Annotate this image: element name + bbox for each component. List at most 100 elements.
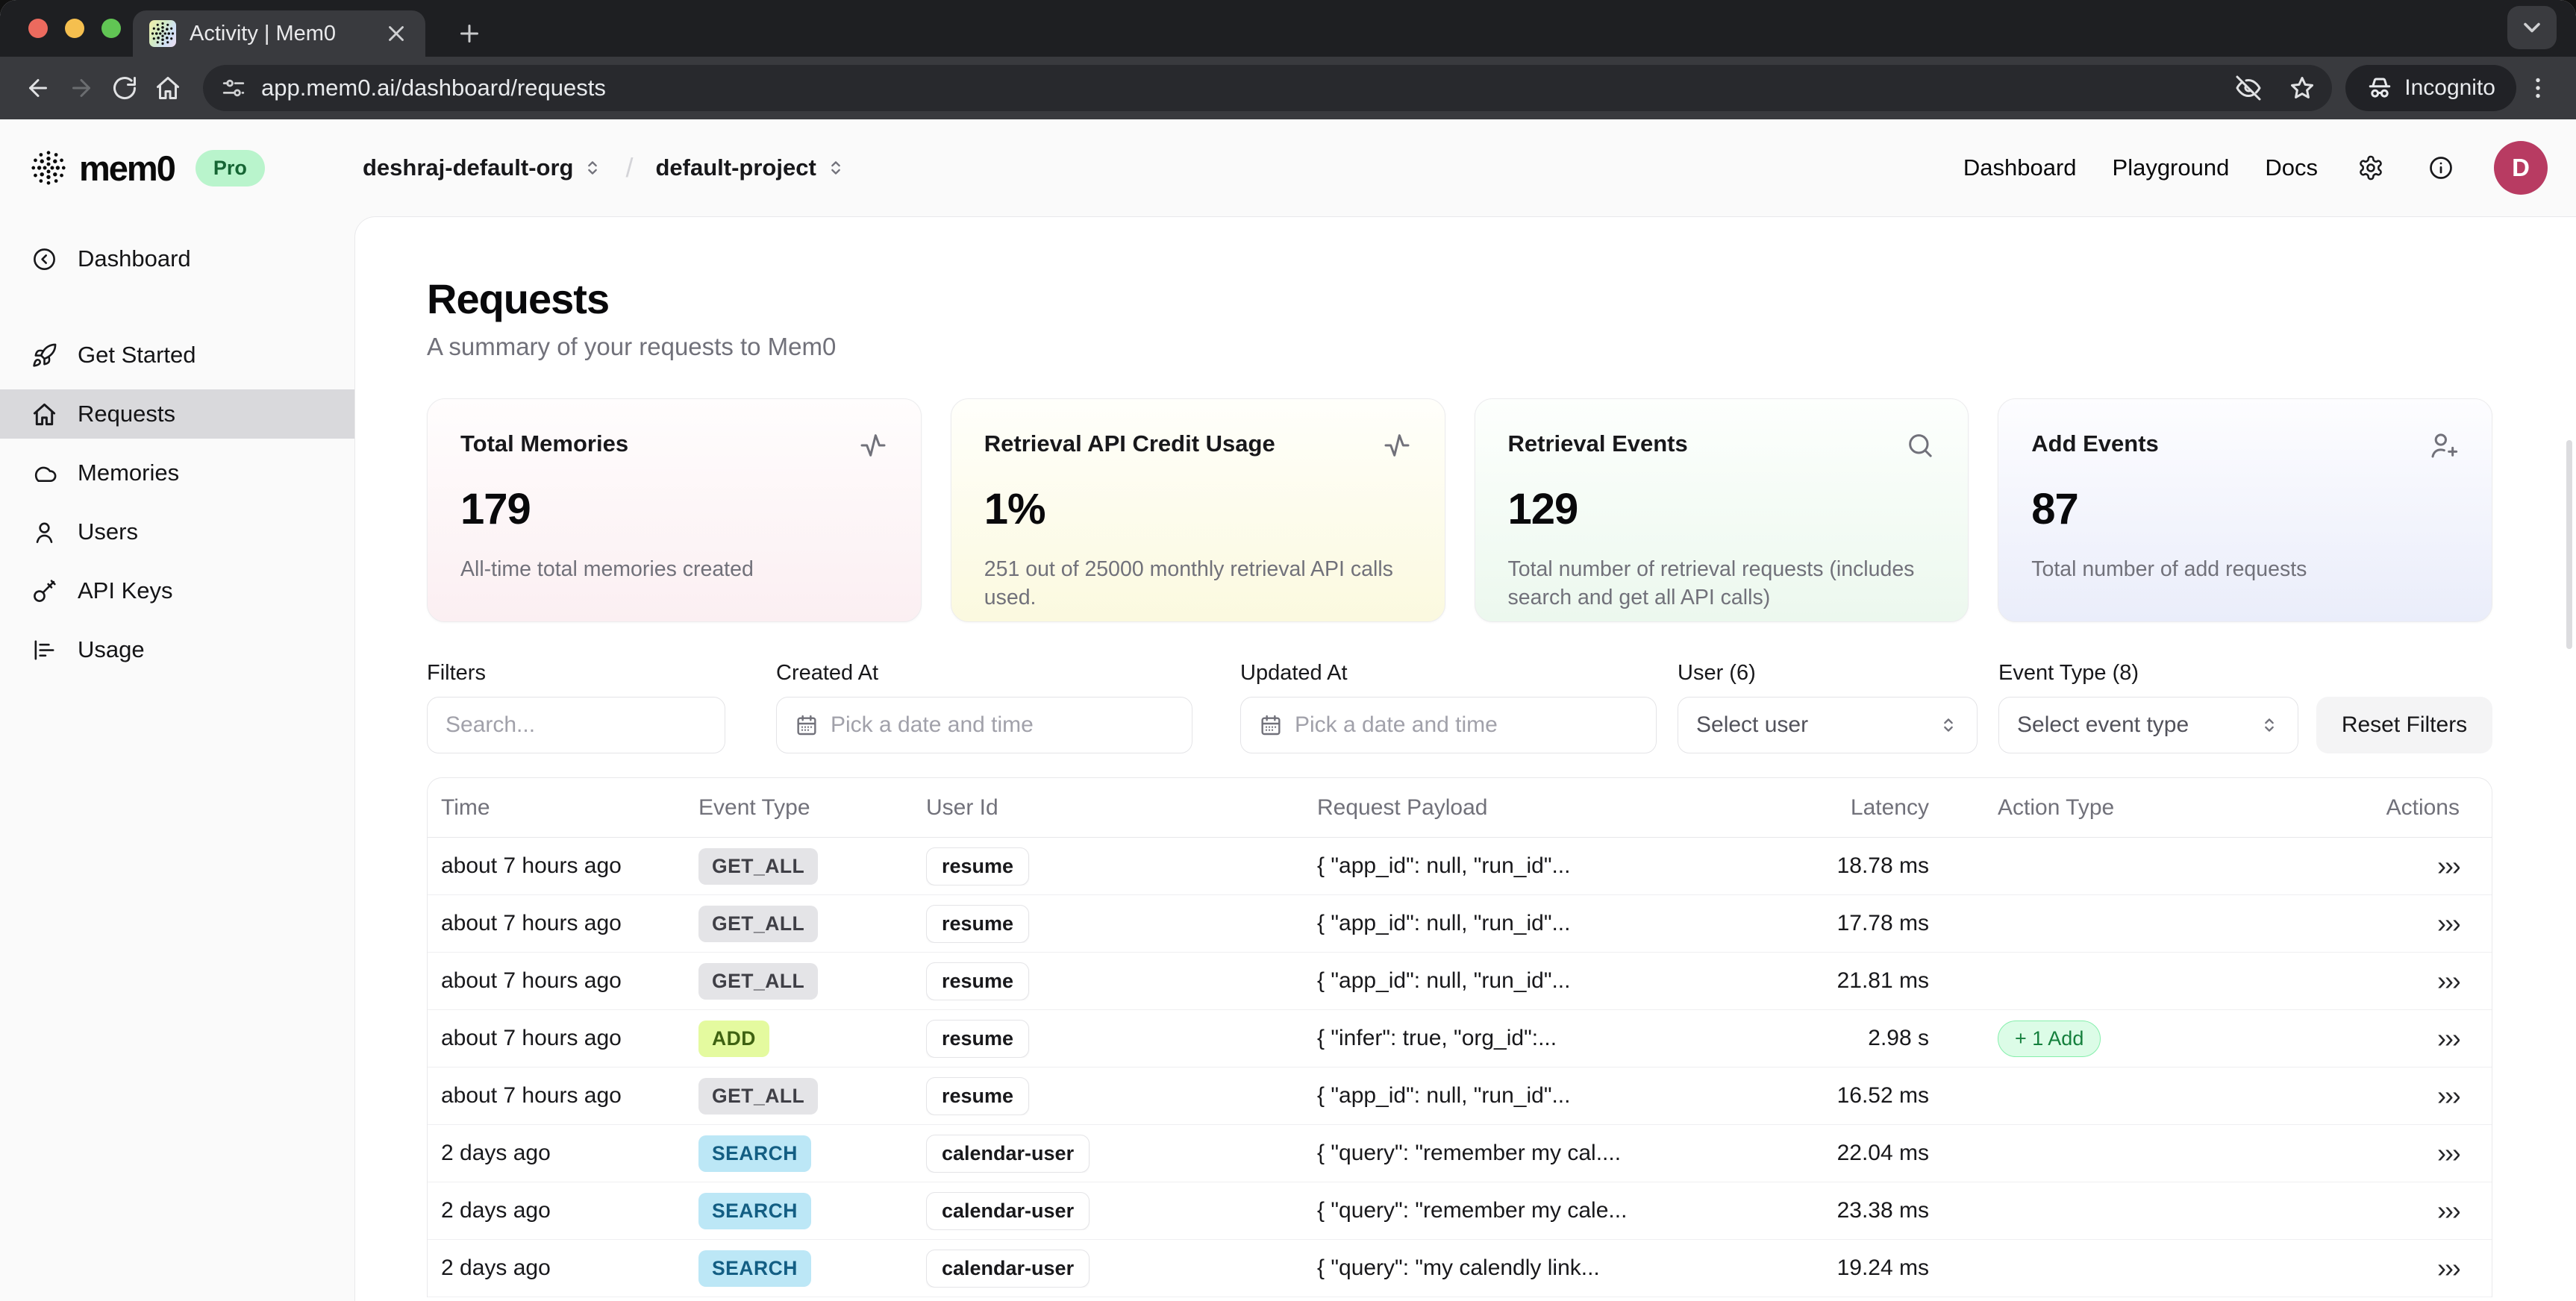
user-id-badge: resume: [926, 1019, 1030, 1058]
zoom-window-button[interactable]: [101, 19, 121, 38]
expand-row-button[interactable]: ›››: [2437, 850, 2460, 881]
stat-card-value: 87: [2031, 485, 2079, 533]
settings-button[interactable]: [2354, 151, 2388, 185]
calendar-icon: [795, 713, 819, 737]
reset-filters-button[interactable]: Reset Filters: [2316, 697, 2492, 753]
help-button[interactable]: [2424, 151, 2458, 185]
user-id-badge: calendar-user: [926, 1134, 1090, 1173]
table-header-row: Time Event Type User Id Request Payload …: [428, 778, 2492, 838]
event-type-select[interactable]: Select event type: [1998, 697, 2298, 753]
expand-row-button[interactable]: ›››: [2437, 908, 2460, 938]
cell-time: about 7 hours ago: [441, 1026, 622, 1050]
user-select-value: Select user: [1696, 712, 1809, 737]
col-event-type: Event Type: [698, 794, 810, 820]
cell-latency: 22.04 ms: [1836, 1141, 1929, 1165]
address-bar[interactable]: app.mem0.ai/dashboard/requests: [203, 65, 2333, 111]
search-input[interactable]: [446, 712, 707, 738]
event-type-badge: GET_ALL: [698, 847, 819, 885]
stat-card-value: 129: [1507, 485, 1579, 533]
stat-card: Retrieval API Credit Usage 1% 251 out of…: [950, 398, 1445, 622]
new-tab-button[interactable]: [452, 16, 487, 51]
org-switcher[interactable]: deshraj-default-org: [363, 154, 603, 181]
avatar[interactable]: D: [2494, 141, 2548, 195]
col-time: Time: [441, 794, 490, 820]
cell-time: about 7 hours ago: [441, 1083, 622, 1108]
cell-time: about 7 hours ago: [441, 968, 622, 993]
expand-row-button[interactable]: ›››: [2437, 1023, 2460, 1053]
close-window-button[interactable]: [28, 19, 48, 38]
site-info-icon[interactable]: [221, 75, 246, 101]
reload-button[interactable]: [103, 66, 146, 110]
nav-docs[interactable]: Docs: [2265, 154, 2318, 181]
sidebar-item-memories[interactable]: Memories: [0, 448, 354, 498]
cloud-icon: [31, 460, 57, 486]
cell-latency: 2.98 s: [1868, 1026, 1929, 1050]
cell-latency: 21.81 ms: [1836, 968, 1929, 993]
tab-close-icon[interactable]: [384, 21, 409, 46]
user-id-badge: resume: [926, 962, 1030, 1000]
user-select[interactable]: Select user: [1678, 697, 1978, 753]
stat-card-description: Total number of retrieval requests (incl…: [1507, 557, 1915, 609]
created-at-label: Created At: [776, 661, 879, 685]
stat-card-title: Add Events: [2031, 430, 2159, 457]
expand-row-button[interactable]: ›››: [2437, 965, 2460, 996]
back-button[interactable]: [16, 66, 60, 110]
password-reveal-button[interactable]: [2229, 69, 2268, 107]
stat-cards: Total Memories 179 All-time total memori…: [427, 398, 2492, 622]
plus-icon: [456, 20, 483, 47]
scrollbar-thumb[interactable]: [2566, 440, 2572, 649]
eye-off-icon: [2235, 75, 2262, 101]
event-type-filter-label: Event Type (8): [1998, 661, 2139, 685]
forward-button[interactable]: [60, 66, 103, 110]
info-icon: [2427, 154, 2454, 181]
stat-card: Retrieval Events 129 Total number of ret…: [1474, 398, 1969, 622]
sidebar-item-label: Requests: [78, 401, 175, 427]
tab-search-button[interactable]: [2507, 6, 2557, 49]
expand-row-button[interactable]: ›››: [2437, 1080, 2460, 1111]
user-id-badge: resume: [926, 1076, 1030, 1115]
logo-wordmark: mem0: [79, 148, 176, 188]
stat-card-title: Retrieval Events: [1507, 430, 1688, 457]
mem0-logo[interactable]: mem0 Pro: [28, 148, 265, 189]
nav-dashboard[interactable]: Dashboard: [1963, 154, 2077, 181]
user-filter-label: User (6): [1678, 661, 1756, 685]
chevron-updown-icon: [582, 157, 603, 178]
bookmark-button[interactable]: [2283, 69, 2322, 107]
project-switcher[interactable]: default-project: [655, 154, 845, 181]
table-row: about 7 hours ago ADD resume { "infer": …: [428, 1010, 2492, 1068]
page-subtitle: A summary of your requests to Mem0: [427, 333, 837, 360]
cell-time: about 7 hours ago: [441, 911, 622, 935]
stat-card-value: 179: [460, 485, 531, 533]
expand-row-button[interactable]: ›››: [2437, 1138, 2460, 1168]
sidebar: Dashboard Get Started Requests Memories …: [0, 216, 354, 1301]
browser-menu-button[interactable]: [2516, 66, 2560, 110]
event-type-badge: SEARCH: [698, 1135, 811, 1172]
created-at-picker[interactable]: Pick a date and time: [776, 697, 1192, 753]
nav-playground[interactable]: Playground: [2112, 154, 2230, 181]
url-text[interactable]: app.mem0.ai/dashboard/requests: [261, 75, 606, 101]
cell-latency: 23.38 ms: [1836, 1198, 1929, 1223]
stat-card-title: Total Memories: [460, 430, 629, 457]
minimize-window-button[interactable]: [65, 19, 84, 38]
sidebar-item-users[interactable]: Users: [0, 507, 354, 557]
sidebar-item-dashboard[interactable]: Dashboard: [0, 234, 354, 283]
star-icon: [2289, 75, 2316, 101]
cell-time: about 7 hours ago: [441, 853, 622, 878]
sidebar-item-api-keys[interactable]: API Keys: [0, 566, 354, 615]
expand-row-button[interactable]: ›››: [2437, 1253, 2460, 1283]
table-row: about 7 hours ago GET_ALL resume { "app_…: [428, 895, 2492, 953]
sidebar-item-usage[interactable]: Usage: [0, 625, 354, 674]
cell-time: 2 days ago: [441, 1255, 551, 1280]
expand-row-button[interactable]: ›››: [2437, 1195, 2460, 1226]
updated-at-picker[interactable]: Pick a date and time: [1240, 697, 1657, 753]
home-button[interactable]: [146, 66, 190, 110]
tab-favicon: [149, 20, 176, 47]
browser-tab[interactable]: Activity | Mem0: [133, 10, 425, 57]
main-panel: Requests A summary of your requests to M…: [354, 216, 2576, 1301]
user-plus-icon: [2429, 430, 2459, 460]
sidebar-item-requests[interactable]: Requests: [0, 389, 354, 439]
sidebar-item-get-started[interactable]: Get Started: [0, 330, 354, 380]
event-type-badge: GET_ALL: [698, 1077, 819, 1115]
filters-label: Filters: [427, 661, 486, 685]
